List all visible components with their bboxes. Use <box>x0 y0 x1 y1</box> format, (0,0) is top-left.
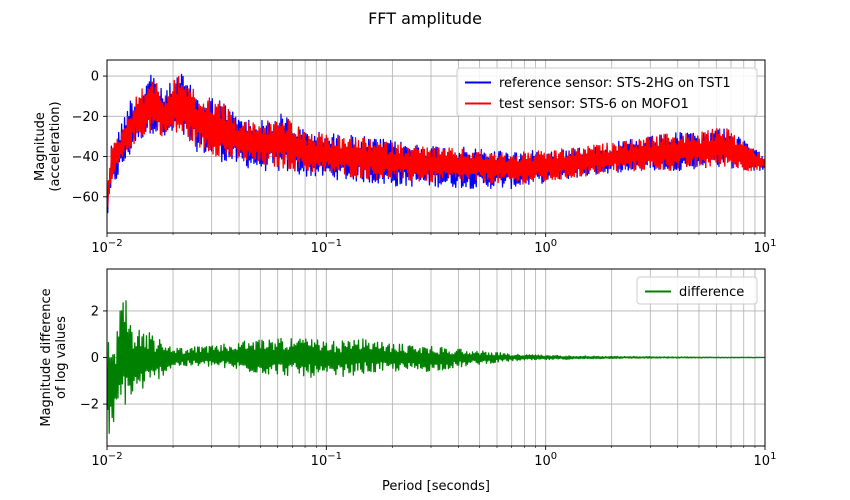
top-series-line-1 <box>107 75 765 208</box>
bottom-x-tick-label: 10−2 <box>91 451 122 469</box>
top-axes-magnitude: 10−2 10−1 100 101 0 −20 −40 −60 Magnitude (accele… <box>33 59 776 256</box>
top-y-tick-label: 0 <box>91 70 99 85</box>
bottom-y-axis-label-line: of log values <box>54 316 69 399</box>
top-y-tick-label: −60 <box>72 190 99 205</box>
bottom-y-axis-label-line: Magnitude difference <box>39 288 54 426</box>
bottom-ticks <box>103 268 766 450</box>
bottom-plot-area <box>107 300 765 434</box>
bottom-axes-difference: 10−2 10−1 100 101 2 0 −2 Magnitude difference of… <box>39 268 776 494</box>
top-x-tick-label: 10−2 <box>91 238 122 256</box>
top-x-tick-label: 10−1 <box>311 238 342 256</box>
top-legend-box <box>456 67 758 117</box>
bottom-x-tick-label: 100 <box>534 451 557 469</box>
figure-title: FFT amplitude <box>368 9 482 28</box>
top-legend: reference sensor: STS-2HG on TST1 test se… <box>456 67 758 117</box>
top-y-tick-label: −40 <box>72 150 99 165</box>
bottom-legend: difference <box>636 276 758 305</box>
top-legend-label: test sensor: STS-6 on MOFO1 <box>499 97 689 112</box>
top-axes-frame <box>106 59 766 234</box>
top-y-axis-label-line: (acceleration) <box>48 101 63 191</box>
bottom-series-line-0 <box>107 300 765 434</box>
top-labels: 10−2 10−1 100 101 0 −20 −40 −60 Magnitude (accele… <box>33 70 776 256</box>
bottom-x-tick-label: 10−1 <box>311 451 342 469</box>
top-x-tick-label: 100 <box>534 238 557 256</box>
bottom-x-axis-label: Period [seconds] <box>382 479 490 494</box>
bottom-labels: 10−2 10−1 100 101 2 0 −2 Magnitude difference of… <box>39 288 776 494</box>
bottom-legend-label: difference <box>679 285 744 300</box>
top-y-axis-label-line: Magnitude <box>33 112 48 181</box>
top-plot-area <box>107 73 765 214</box>
bottom-x-tick-label: 101 <box>754 451 777 469</box>
bottom-y-tick-label: 2 <box>91 304 99 319</box>
bottom-legend-box <box>636 276 758 305</box>
bottom-y-tick-label: 0 <box>91 351 99 366</box>
top-x-tick-label: 101 <box>754 238 777 256</box>
top-legend-label: reference sensor: STS-2HG on TST1 <box>499 76 731 91</box>
top-ticks <box>103 59 766 237</box>
top-y-tick-label: −20 <box>72 110 99 125</box>
bottom-y-tick-label: −2 <box>80 398 99 413</box>
